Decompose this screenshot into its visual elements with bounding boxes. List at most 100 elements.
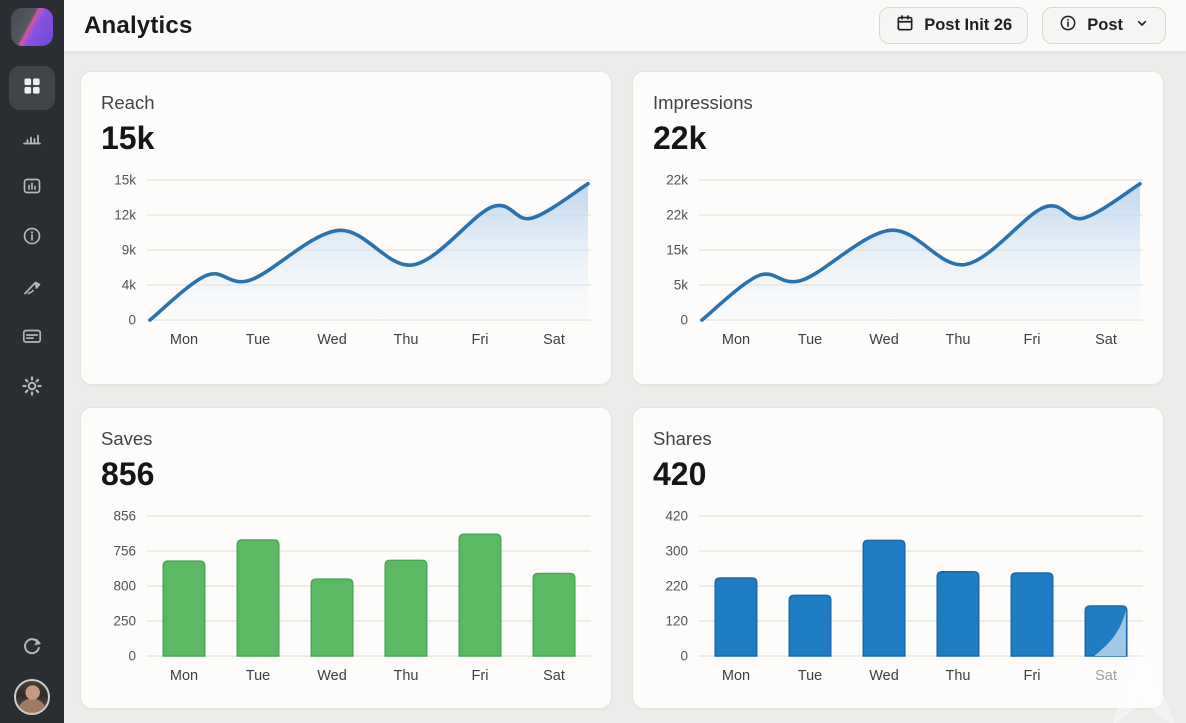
x-tick-label: Sat	[543, 332, 565, 348]
metric-card-saves: Saves 856 856 756 800 250 0 Mon Tue Wed Thu Fri Sa…	[80, 407, 612, 709]
x-axis: Mon Tue Wed Thu Fri Sat	[699, 661, 1143, 684]
shares-chart: 420 300 220 120 0 Mon Tue Wed Thu Fri Sat	[653, 508, 1143, 700]
y-tick-label: 0	[680, 648, 688, 664]
reach-chart: 15k 12k 9k 4k 0 Mon Tue Wed Thu Fri Sat	[101, 172, 591, 376]
y-tick-label: 250	[113, 613, 136, 629]
x-tick-label: Mon	[169, 332, 199, 348]
y-tick-label: 15k	[666, 242, 688, 258]
x-tick-label: Mon	[721, 332, 751, 348]
sidebar	[0, 0, 64, 723]
card-value: 15k	[101, 120, 155, 156]
y-tick-label: 120	[665, 613, 688, 629]
x-tick-label: Thu	[945, 332, 971, 348]
y-tick-label: 300	[665, 543, 688, 559]
sync-icon	[20, 634, 44, 663]
dashboard-grid-icon	[20, 74, 44, 103]
card-value: 856	[101, 456, 155, 492]
x-tick-label: Wed	[869, 332, 899, 348]
card-icon	[20, 324, 44, 353]
x-tick-label: Thu	[393, 332, 419, 348]
x-tick-label: Thu	[393, 668, 419, 684]
date-range-button[interactable]: Post Init 26	[879, 7, 1029, 44]
x-tick-label: Sat	[543, 668, 565, 684]
y-tick-label: 756	[113, 543, 136, 559]
card-value: 420	[653, 456, 707, 492]
plot-column: Mon Tue Wed Thu Fri Sat	[699, 511, 1143, 684]
y-axis: 856 756 800 250 0	[101, 508, 147, 664]
bar-plot	[699, 511, 1143, 661]
content-area: Analytics Post Init 26	[64, 0, 1186, 723]
y-tick-label: 12k	[114, 207, 136, 223]
sidebar-item-info[interactable]	[9, 216, 55, 260]
bar-plot	[147, 511, 591, 661]
signature-pen-icon	[20, 274, 44, 303]
x-tick-label: Tue	[245, 668, 271, 684]
y-tick-label: 420	[665, 508, 688, 524]
sidebar-nav	[9, 66, 55, 410]
line-plot	[699, 175, 1143, 325]
x-axis: Mon Tue Wed Thu Fri Sat	[147, 325, 591, 348]
calendar-icon	[895, 13, 915, 38]
y-tick-label: 0	[128, 312, 136, 328]
bar-chart-icon	[20, 124, 44, 153]
y-tick-label: 4k	[121, 277, 136, 293]
x-tick-label: Mon	[721, 668, 751, 684]
plot-column: Mon Tue Wed Thu Fri Sat	[147, 175, 591, 348]
user-avatar[interactable]	[14, 679, 50, 715]
y-tick-label: 0	[128, 648, 136, 664]
settings-gear-icon	[20, 374, 44, 403]
y-tick-label: 0	[680, 312, 688, 328]
x-tick-label: Tue	[797, 668, 823, 684]
y-tick-label: 22k	[666, 207, 688, 223]
card-title: Shares	[653, 428, 712, 449]
x-tick-label: Fri	[1023, 668, 1041, 684]
plot-column: Mon Tue Wed Thu Fri Sat	[147, 511, 591, 684]
x-tick-label: Thu	[945, 668, 971, 684]
card-title: Reach	[101, 92, 155, 113]
sidebar-item-media[interactable]	[9, 166, 55, 210]
metric-card-shares: Shares 420 420 300 220 120 0 Mon Tue Wed Thu Fri S…	[632, 407, 1164, 709]
metric-card-impressions: Impressions 22k 22k 22k 15k 5k 0 Mon Tue Wed Th…	[632, 71, 1164, 385]
y-tick-label: 15k	[114, 172, 136, 188]
x-tick-label: Wed	[869, 668, 899, 684]
x-tick-label: Wed	[317, 668, 347, 684]
y-tick-label: 220	[665, 578, 688, 594]
sidebar-item-sync[interactable]	[9, 631, 55, 665]
app-logo-icon[interactable]	[11, 8, 53, 46]
plot-column: Mon Tue Wed Thu Fri Sat	[699, 175, 1143, 348]
sidebar-item-compose[interactable]	[9, 266, 55, 310]
line-plot	[147, 175, 591, 325]
x-tick-label: Fri	[471, 332, 489, 348]
sidebar-item-analytics[interactable]	[9, 116, 55, 160]
sidebar-footer	[9, 631, 55, 723]
header-actions: Post Init 26 Post	[879, 7, 1166, 44]
top-header: Analytics Post Init 26	[64, 0, 1186, 52]
y-tick-label: 856	[113, 508, 136, 524]
x-tick-label: Wed	[317, 332, 347, 348]
y-tick-label: 22k	[666, 172, 688, 188]
sidebar-item-settings[interactable]	[9, 366, 55, 410]
dashboard-grid: Reach 15k 15k 12k 9k 4k 0 Mon Tue Wed Thu Fri Sat…	[64, 52, 1186, 723]
y-axis: 15k 12k 9k 4k 0	[101, 172, 147, 328]
chevron-down-icon	[1132, 15, 1150, 36]
y-tick-label: 800	[113, 578, 136, 594]
x-tick-label: Fri	[1023, 332, 1041, 348]
y-tick-label: 9k	[121, 242, 136, 258]
info-circle-icon	[20, 224, 44, 253]
y-axis: 22k 22k 15k 5k 0	[653, 172, 699, 328]
y-axis: 420 300 220 120 0	[653, 508, 699, 664]
card-value: 22k	[653, 120, 707, 156]
x-tick-label: Sat	[1095, 332, 1117, 348]
post-menu-label: Post	[1087, 16, 1123, 34]
post-menu-button[interactable]: Post	[1042, 7, 1166, 44]
media-frame-icon	[20, 174, 44, 203]
x-tick-label: Mon	[169, 668, 199, 684]
x-axis: Mon Tue Wed Thu Fri Sat	[699, 325, 1143, 348]
sidebar-item-dashboard[interactable]	[9, 66, 55, 110]
x-tick-label: Tue	[245, 332, 271, 348]
metric-card-reach: Reach 15k 15k 12k 9k 4k 0 Mon Tue Wed Thu Fri Sat	[80, 71, 612, 385]
sidebar-item-cards[interactable]	[9, 316, 55, 360]
impressions-chart: 22k 22k 15k 5k 0 Mon Tue Wed Thu Fri Sat	[653, 172, 1143, 376]
saves-chart: 856 756 800 250 0 Mon Tue Wed Thu Fri Sat	[101, 508, 591, 700]
